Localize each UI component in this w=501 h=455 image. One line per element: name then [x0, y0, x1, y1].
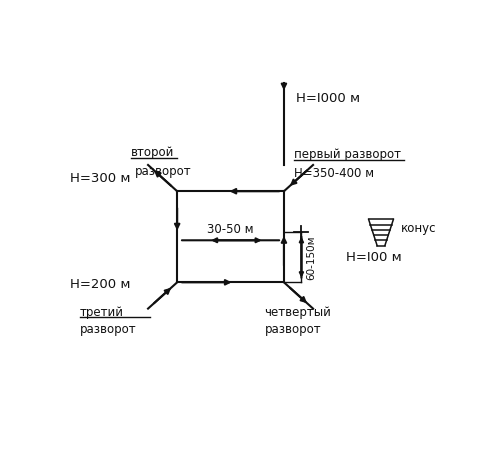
Text: H=I000 м: H=I000 м — [296, 92, 360, 105]
Text: разворот: разворот — [80, 323, 137, 336]
Text: H=350-400 м: H=350-400 м — [294, 167, 374, 180]
Text: 60-150м: 60-150м — [306, 235, 316, 279]
Text: 30-50 м: 30-50 м — [207, 222, 254, 236]
Text: четвертый: четвертый — [265, 306, 331, 318]
Text: разворот: разворот — [265, 323, 321, 336]
Text: конус: конус — [400, 222, 436, 235]
Text: H=300 м: H=300 м — [70, 172, 131, 186]
Text: первый разворот: первый разворот — [294, 148, 401, 161]
Text: третий: третий — [80, 306, 124, 318]
Text: H=200 м: H=200 м — [70, 278, 131, 291]
Text: второй: второй — [131, 146, 174, 159]
Text: разворот: разворот — [134, 166, 191, 178]
Text: H=I00 м: H=I00 м — [346, 251, 402, 264]
